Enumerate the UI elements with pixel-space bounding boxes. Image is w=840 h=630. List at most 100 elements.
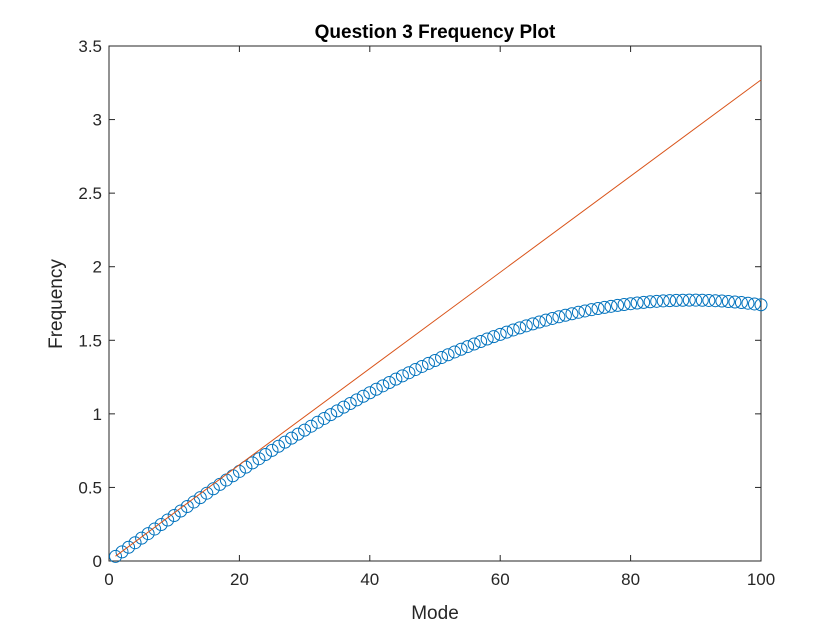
y-tick-label: 0.5 xyxy=(78,478,102,497)
y-tick-label: 1.5 xyxy=(78,331,102,350)
y-tick-label: 2.5 xyxy=(78,184,102,203)
data-point xyxy=(402,366,416,380)
data-point xyxy=(272,439,286,453)
axes: 0 20 40 60 80 100 0 0.5 1 1.5 2 2.5 3 3.5 xyxy=(78,37,775,589)
data-point xyxy=(161,513,175,527)
y-axis-label: Frequency xyxy=(46,259,67,349)
data-point xyxy=(584,303,598,317)
data-point xyxy=(167,508,181,522)
data-point xyxy=(708,294,722,308)
data-point xyxy=(747,297,761,311)
data-point xyxy=(408,363,422,377)
data-point xyxy=(454,342,468,356)
y-tick-label: 3.5 xyxy=(78,37,102,56)
data-point xyxy=(135,531,149,545)
data-point xyxy=(285,431,299,445)
x-tick-label: 60 xyxy=(491,570,510,589)
data-point xyxy=(611,298,625,312)
data-point xyxy=(258,448,272,462)
data-point xyxy=(356,389,370,403)
data-point xyxy=(382,375,396,389)
data-point xyxy=(109,549,123,563)
data-point xyxy=(669,293,683,307)
data-point xyxy=(122,540,136,554)
data-point xyxy=(389,372,403,386)
data-point xyxy=(311,415,325,429)
data-point xyxy=(441,348,455,362)
data-point xyxy=(754,298,768,312)
plot-box xyxy=(108,45,762,562)
data-point xyxy=(448,345,462,359)
data-point xyxy=(552,310,566,324)
data-point xyxy=(187,495,201,509)
x-tick-label: 40 xyxy=(360,570,379,589)
data-point xyxy=(741,296,755,310)
data-point xyxy=(298,423,312,437)
data-point xyxy=(219,473,233,487)
data-point xyxy=(421,356,435,370)
data-point xyxy=(721,294,735,308)
data-point xyxy=(435,351,449,365)
data-point xyxy=(656,294,670,308)
data-point xyxy=(474,334,488,348)
data-point xyxy=(174,504,188,518)
data-point xyxy=(558,308,572,322)
data-point xyxy=(591,301,605,315)
data-point xyxy=(148,522,162,536)
data-point xyxy=(663,294,677,308)
data-point xyxy=(643,295,657,309)
data-point xyxy=(695,293,709,307)
data-point xyxy=(728,295,742,309)
y-tick-label: 0 xyxy=(93,552,102,571)
data-point xyxy=(317,411,331,425)
data-point xyxy=(506,323,520,337)
data-point xyxy=(630,296,644,310)
data-point xyxy=(571,305,585,319)
data-point xyxy=(565,307,579,321)
data-point xyxy=(395,369,409,383)
data-point xyxy=(245,456,259,470)
data-point xyxy=(141,527,155,541)
data-point xyxy=(734,296,748,310)
data-point xyxy=(624,297,638,311)
data-point xyxy=(304,419,318,433)
x-tick-label: 20 xyxy=(230,570,249,589)
data-point xyxy=(539,313,553,327)
data-point xyxy=(604,299,618,313)
data-point xyxy=(128,536,142,550)
x-axis-label: Mode xyxy=(411,603,459,624)
data-point xyxy=(369,382,383,396)
data-point xyxy=(689,293,703,307)
data-point xyxy=(578,304,592,318)
data-point xyxy=(428,353,442,367)
data-point xyxy=(376,379,390,393)
series-layer xyxy=(109,79,768,563)
x-tick-label: 0 xyxy=(104,570,113,589)
x-tick-label: 80 xyxy=(621,570,640,589)
data-point xyxy=(154,518,168,532)
data-point xyxy=(115,545,129,559)
data-point xyxy=(363,386,377,400)
data-point xyxy=(467,337,481,351)
data-point xyxy=(226,469,240,483)
data-point xyxy=(676,293,690,307)
y-tick-label: 2 xyxy=(93,258,102,277)
data-point xyxy=(343,396,357,410)
data-point xyxy=(213,477,227,491)
data-point xyxy=(291,427,305,441)
data-point xyxy=(617,298,631,312)
data-point xyxy=(513,321,527,335)
data-point xyxy=(480,332,494,346)
data-point xyxy=(598,300,612,314)
data-point xyxy=(519,319,533,333)
data-point xyxy=(650,294,664,308)
data-point xyxy=(324,408,338,422)
data-point xyxy=(330,404,344,418)
data-point xyxy=(265,443,279,457)
data-point xyxy=(526,317,540,331)
data-point xyxy=(232,464,246,478)
data-point xyxy=(350,393,364,407)
data-point xyxy=(415,359,429,373)
data-point xyxy=(239,460,253,474)
